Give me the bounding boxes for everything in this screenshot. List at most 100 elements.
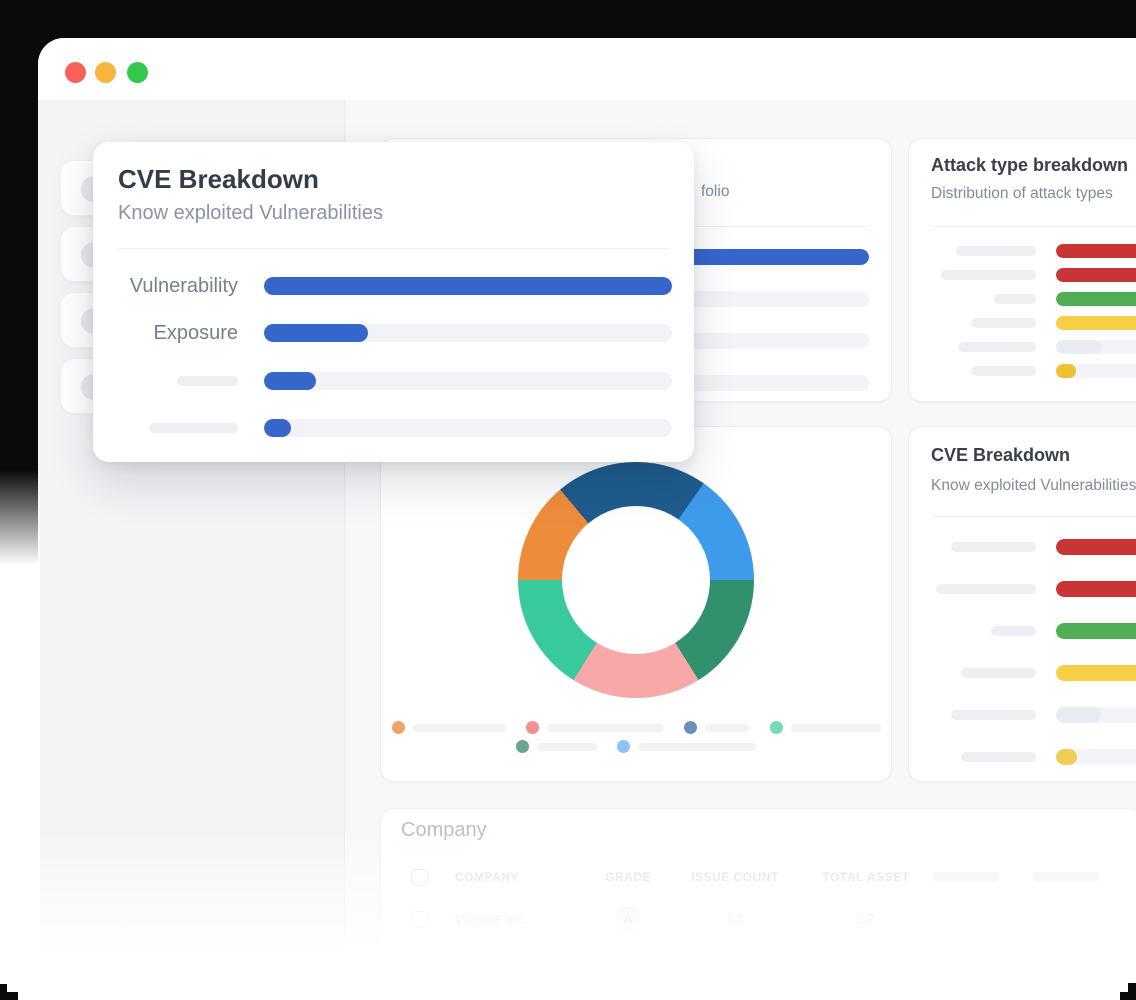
- stat-bar-row: [933, 623, 1136, 639]
- stat-bar-zone: [1056, 292, 1136, 306]
- label-skeleton: [177, 376, 238, 386]
- stat-bar-label: [933, 342, 1036, 352]
- stat-bar-label: [933, 294, 1036, 304]
- stat-bar-zone: [1056, 340, 1136, 354]
- cve-breakdown-popover: CVE Breakdown Know exploited Vulnerabili…: [93, 142, 694, 462]
- bar-fill: [1056, 364, 1076, 378]
- portfolio-card-subtitle-fragment: folio: [701, 183, 730, 200]
- attack-type-card: Attack type breakdown Distribution of at…: [908, 138, 1136, 402]
- label-skeleton: [961, 752, 1036, 762]
- legend-label-skeleton: [546, 723, 664, 732]
- bar-track: [1056, 623, 1136, 639]
- stat-bar-row: [933, 244, 1136, 258]
- label-skeleton: [941, 270, 1036, 280]
- stat-bar-label: [933, 668, 1036, 678]
- torn-corner: [0, 992, 18, 1000]
- popover-bar-label: [118, 423, 238, 433]
- bar-track: [1056, 707, 1136, 723]
- popover-bar-zone: [264, 277, 672, 295]
- stat-bar-zone: [1056, 268, 1136, 282]
- attack-type-card-subtitle: Distribution of attack types: [931, 185, 1113, 202]
- donut-legend-row: [381, 740, 891, 753]
- label-skeleton: [956, 246, 1036, 256]
- popover-title: CVE Breakdown: [118, 164, 319, 194]
- stat-bar-row: [933, 292, 1136, 306]
- stat-bar-label: [933, 542, 1036, 552]
- legend-item: [683, 721, 750, 734]
- window-titlebar: [38, 38, 1136, 100]
- stat-bar-zone: [1056, 364, 1136, 378]
- donut-hole: [562, 506, 710, 654]
- stat-bar-row: [933, 665, 1136, 681]
- legend-dot: [391, 721, 405, 734]
- zoom-window-button[interactable]: [127, 62, 148, 83]
- bar-track: [1056, 581, 1136, 597]
- bar-track: [1056, 292, 1136, 306]
- legend-dot: [516, 740, 529, 753]
- stat-bar-row: [933, 581, 1136, 597]
- bar-fill: [264, 324, 369, 342]
- bar-track: [1056, 316, 1136, 330]
- popover-bar-label: [118, 376, 238, 386]
- bar-fill: [1056, 749, 1078, 765]
- bar-track: [1056, 340, 1136, 354]
- torn-corner: [1128, 983, 1136, 1000]
- popover-bar-zone: [264, 419, 672, 437]
- label-skeleton: [994, 294, 1036, 304]
- label-skeleton: [971, 366, 1036, 376]
- legend-item: [391, 721, 506, 734]
- bar-track: [264, 324, 672, 342]
- stat-bar-zone: [1056, 749, 1136, 765]
- stat-bar-row: [933, 340, 1136, 354]
- bar-fill: [264, 372, 316, 390]
- popover-bar-zone: [264, 372, 672, 390]
- popover-bar-zone: [264, 324, 672, 342]
- bar-fill: [1056, 316, 1136, 330]
- stat-bar-label: [933, 366, 1036, 376]
- label-skeleton: [971, 318, 1036, 328]
- stat-bar-row: [933, 268, 1136, 282]
- stat-bar-row: [933, 707, 1136, 723]
- legend-dot: [683, 721, 697, 734]
- stat-bar-label: [933, 584, 1036, 594]
- stat-bar-zone: [1056, 539, 1136, 555]
- popover-bar-label: Exposure: [153, 321, 239, 344]
- legend-item: [525, 721, 664, 734]
- bar-track: [1056, 665, 1136, 681]
- stat-bar-zone: [1056, 623, 1136, 639]
- stat-bar-zone: [1056, 707, 1136, 723]
- donut-chart: [518, 462, 754, 698]
- popover-bar-row: [118, 419, 672, 437]
- donut-legend-row: [381, 721, 891, 734]
- bar-track: [1056, 268, 1136, 282]
- label-skeleton: [951, 542, 1036, 552]
- stat-bar-zone: [1056, 316, 1136, 330]
- close-window-button[interactable]: [65, 62, 86, 83]
- legend-dot: [617, 740, 630, 753]
- bar-track: [1056, 244, 1136, 258]
- popover-bar-label: Vulnerability: [129, 274, 238, 297]
- divider: [118, 248, 670, 249]
- stat-bar-label: [933, 318, 1036, 328]
- bar-fill: [1056, 292, 1136, 306]
- bar-fill: [1056, 707, 1102, 723]
- stat-bar-zone: [1056, 665, 1136, 681]
- divider: [931, 226, 1136, 227]
- bar-fill: [1056, 340, 1102, 354]
- legend-dot: [525, 721, 539, 734]
- stat-bar-label: [933, 752, 1036, 762]
- legend-item: [516, 740, 597, 753]
- bar-track: [264, 277, 672, 295]
- stat-bar-label: [933, 626, 1036, 636]
- legend-item: [617, 740, 756, 753]
- bar-track: [1056, 364, 1136, 378]
- donut-chart-card: [380, 426, 892, 782]
- stat-bar-row: [933, 364, 1136, 378]
- bar-fill: [264, 277, 672, 295]
- legend-label-skeleton: [412, 723, 506, 732]
- minimize-window-button[interactable]: [95, 62, 116, 83]
- bar-fill: [1056, 268, 1136, 282]
- bar-fill: [1056, 244, 1136, 258]
- bottom-fade: [0, 830, 1136, 1000]
- stat-bar-row: [933, 749, 1136, 765]
